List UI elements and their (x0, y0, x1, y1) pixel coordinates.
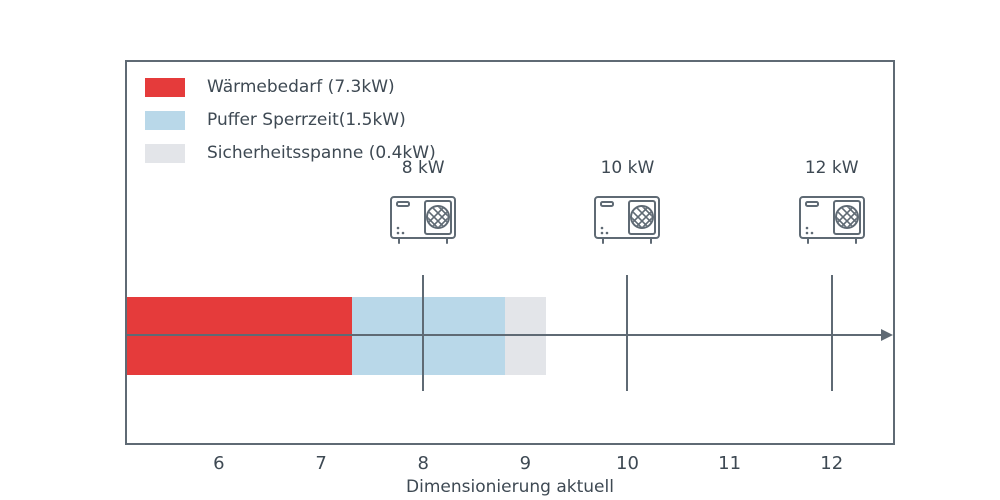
legend: Wärmebedarf (7.3kW) Puffer Sperrzeit(1.5… (145, 76, 436, 164)
legend-label-puffer-sperrzeit: Puffer Sperrzeit(1.5kW) (207, 110, 406, 130)
plot-area: Wärmebedarf (7.3kW) Puffer Sperrzeit(1.5… (125, 60, 895, 445)
legend-swatch-puffer-sperrzeit (145, 110, 185, 130)
heat-pump-icon-12kw (797, 190, 867, 246)
heat-pump-label-10kw: 10 kW (600, 158, 655, 178)
markers-layer: 8 kW 10 kW 12 kW (127, 62, 893, 443)
legend-item-sicherheitsspanne: Sicherheitsspanne (0.4kW) (145, 142, 436, 164)
heat-pump-label-8kw: 8 kW (401, 158, 445, 178)
x-tick-6: 6 (213, 453, 225, 474)
arrow-head-icon (881, 329, 893, 341)
marker-line-12kw (830, 275, 833, 391)
x-tick-11: 11 (718, 453, 742, 474)
legend-swatch-sicherheitsspanne (145, 143, 185, 163)
bar-layer (127, 62, 893, 443)
legend-item-puffer-sperrzeit: Puffer Sperrzeit(1.5kW) (145, 109, 436, 131)
x-axis-label: Dimensionierung aktuell (406, 477, 614, 497)
legend-item-waermebedarf: Wärmebedarf (7.3kW) (145, 76, 436, 98)
x-axis-ticks: 6 7 8 9 10 11 12 (127, 453, 893, 477)
legend-label-sicherheitsspanne: Sicherheitsspanne (0.4kW) (207, 143, 436, 163)
legend-label-waermebedarf: Wärmebedarf (7.3kW) (207, 77, 395, 97)
x-axis-arrow-line (127, 329, 893, 341)
x-tick-10: 10 (616, 453, 639, 474)
legend-swatch-waermebedarf (145, 77, 185, 97)
x-tick-12: 12 (820, 453, 844, 474)
x-tick-7: 7 (315, 453, 327, 474)
marker-line-8kw (422, 275, 425, 391)
heat-pump-icon-8kw (388, 190, 458, 246)
bar-segment-sicherheitsspanne (504, 297, 546, 375)
heat-pump-icon-10kw (592, 190, 662, 246)
bar-segment-wärmebedarf (127, 297, 352, 375)
x-tick-9: 9 (519, 453, 532, 474)
x-tick-8: 8 (417, 453, 429, 474)
heat-pump-label-12kw: 12 kW (804, 158, 859, 178)
bar-segment-puffer-sperrzeit (351, 297, 505, 375)
marker-line-10kw (626, 275, 629, 391)
